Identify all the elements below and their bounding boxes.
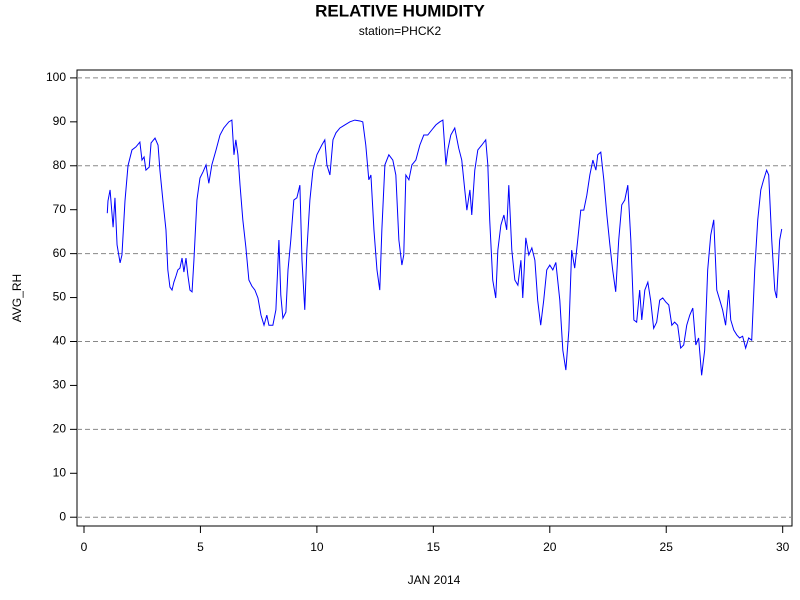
y-tick-label: 30	[53, 378, 67, 392]
data-line	[106, 119, 783, 376]
y-tick-label: 40	[53, 334, 67, 348]
y-tick-label: 0	[59, 509, 66, 523]
x-tick-label: 30	[776, 540, 790, 554]
x-tick-label: 0	[81, 540, 88, 554]
y-axis-label: AVG_RH	[10, 274, 24, 322]
x-tick-label: 15	[427, 540, 441, 554]
x-tick-label: 25	[660, 540, 674, 554]
y-tick-label: 60	[53, 246, 67, 260]
x-tick-label: 20	[543, 540, 557, 554]
y-tick-label: 70	[53, 202, 67, 216]
x-tick-label: 10	[310, 540, 324, 554]
y-tick-label: 50	[53, 290, 67, 304]
chart-subtitle: station=PHCK2	[359, 24, 442, 38]
y-tick-label: 20	[53, 422, 67, 436]
x-tick-label: 5	[197, 540, 204, 554]
y-tick-label: 10	[53, 465, 67, 479]
y-tick-label: 90	[53, 114, 67, 128]
chart-title: RELATIVE HUMIDITY	[315, 1, 485, 20]
plot-frame	[76, 69, 793, 527]
x-axis-label: JAN 2014	[408, 573, 461, 587]
y-tick-label: 80	[53, 158, 67, 172]
y-tick-label: 100	[46, 70, 66, 84]
